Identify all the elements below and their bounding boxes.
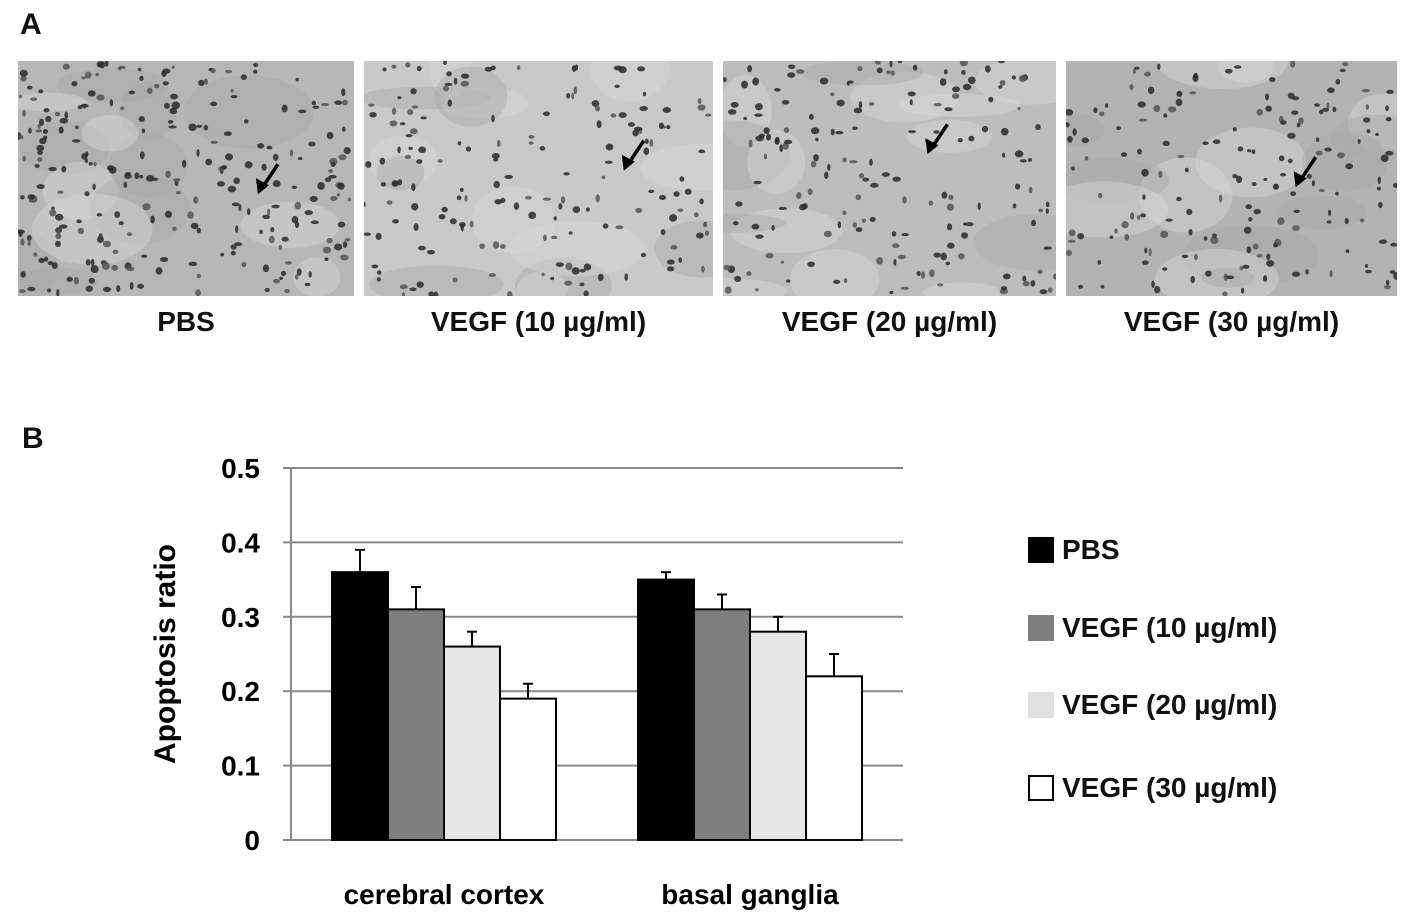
micrograph-vegf-20-image xyxy=(723,61,1056,296)
error-bar xyxy=(829,653,839,677)
error-bar xyxy=(773,615,783,632)
y-tick-label: 0.2 xyxy=(221,676,260,707)
legend-swatch-vegf-30 xyxy=(1028,775,1054,801)
error-bar xyxy=(661,571,671,580)
legend-item-pbs: PBS xyxy=(1028,534,1120,566)
caption-pbs: PBS xyxy=(157,306,215,337)
bar-0-0 xyxy=(331,571,389,841)
arrow-pointer-icon xyxy=(621,139,646,171)
micrograph-vegf-10 xyxy=(364,61,713,296)
y-tick-label: 0.5 xyxy=(221,453,260,484)
bar-chart: 0 0.1 0.2 0.3 0.4 0.5 Apoptosis ratio cerebral … xyxy=(149,453,903,910)
y-tick-label: 0 xyxy=(244,825,260,856)
caption-vegf-30: VEGF (30 µg/ml) xyxy=(1123,306,1340,337)
bar-2-0 xyxy=(443,645,501,841)
x-category-label: cerebral cortex xyxy=(344,879,545,910)
bar-0-1 xyxy=(637,578,695,841)
legend-item-vegf-20: VEGF (20 µg/ml) xyxy=(1028,689,1277,721)
error-bar xyxy=(411,586,421,610)
arrow-pointer-icon xyxy=(255,163,280,195)
bar-3-1 xyxy=(805,675,863,841)
micrograph-pbs xyxy=(18,61,354,296)
legend-label-vegf-30: VEGF (30 µg/ml) xyxy=(1062,772,1278,803)
y-tick-label: 0.3 xyxy=(221,602,260,633)
micrograph-vegf-20 xyxy=(723,61,1056,296)
legend-label-vegf-20: VEGF (20 µg/ml) xyxy=(1062,689,1278,720)
legend-item-vegf-10: VEGF (10 µg/ml) xyxy=(1028,612,1277,644)
bar-2-1 xyxy=(749,630,807,841)
y-tick-label: 0.1 xyxy=(221,751,260,782)
caption-vegf-20: VEGF (20 µg/ml) xyxy=(781,306,998,337)
legend-label-vegf-10: VEGF (10 µg/ml) xyxy=(1062,612,1278,643)
legend-label-pbs: PBS xyxy=(1062,534,1120,565)
x-category-label: basal ganglia xyxy=(661,879,839,910)
micrograph-vegf-30-image xyxy=(1066,61,1397,296)
legend-item-vegf-30: VEGF (30 µg/ml) xyxy=(1028,772,1277,804)
error-bar xyxy=(523,682,533,699)
y-axis-label: Apoptosis ratio xyxy=(149,544,182,764)
panel-a-label: A xyxy=(20,8,42,41)
error-bar xyxy=(355,548,365,573)
error-bar xyxy=(467,630,477,647)
bar-3-0 xyxy=(499,697,557,842)
bar-1-1 xyxy=(693,608,751,841)
legend-swatch-vegf-20 xyxy=(1028,692,1054,718)
error-bar xyxy=(717,593,727,610)
caption-vegf-10: VEGF (10 µg/ml) xyxy=(430,306,647,337)
micrograph-vegf-30 xyxy=(1066,61,1397,296)
bar-1-0 xyxy=(387,608,445,841)
micrograph-pbs-image xyxy=(18,61,354,296)
legend-swatch-pbs xyxy=(1028,537,1054,563)
panel-b-label: B xyxy=(22,422,44,455)
arrow-pointer-icon xyxy=(1293,156,1318,188)
y-tick-label: 0.4 xyxy=(221,527,260,558)
arrow-pointer-icon xyxy=(925,123,949,155)
legend-swatch-vegf-10 xyxy=(1028,615,1054,641)
micrograph-vegf-10-image xyxy=(364,61,713,296)
